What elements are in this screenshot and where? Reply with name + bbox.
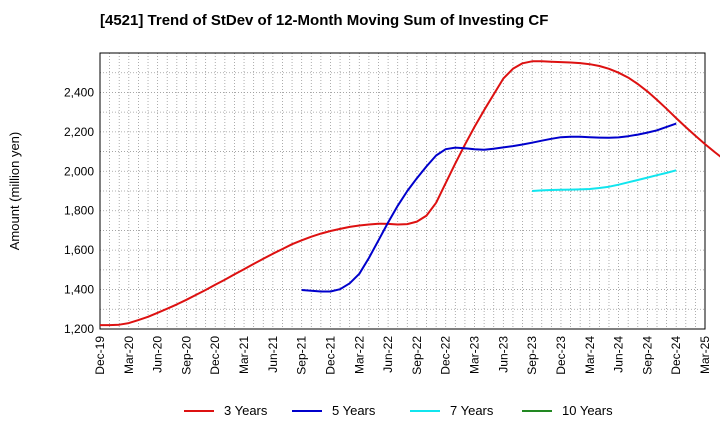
y-tick-label: 2,000	[64, 164, 94, 178]
y-tick-label: 1,600	[64, 243, 94, 257]
x-tick-label: Dec-24	[669, 336, 683, 375]
legend-label: 7 Years	[450, 403, 494, 418]
legend-label: 3 Years	[224, 403, 268, 418]
x-tick-label: Sep-23	[525, 336, 539, 375]
x-tick-label: Sep-22	[410, 336, 424, 375]
y-tick-label: 1,200	[64, 322, 94, 336]
y-tick-label: 1,800	[64, 204, 94, 218]
x-tick-label: Jun-23	[496, 336, 510, 373]
x-tick-label: Dec-19	[93, 336, 107, 375]
x-tick-label: Mar-21	[237, 336, 251, 374]
x-tick-label: Dec-23	[554, 336, 568, 375]
plot-border	[99, 52, 706, 330]
y-tick-label: 2,200	[64, 125, 94, 139]
series-line	[100, 60, 720, 327]
x-tick-label: Dec-22	[439, 336, 453, 375]
series-line	[301, 122, 677, 293]
x-tick-label: Mar-23	[468, 336, 482, 374]
x-tick-label: Jun-22	[381, 336, 395, 373]
y-tick-label: 1,400	[64, 283, 94, 297]
chart-title: [4521] Trend of StDev of 12-Month Moving…	[100, 12, 549, 29]
x-tick-label: Jun-20	[151, 336, 165, 373]
x-tick-label: Sep-20	[179, 336, 193, 375]
x-tick-label: Mar-25	[698, 336, 712, 374]
y-tick-label: 2,400	[64, 85, 94, 99]
x-tick-label: Dec-20	[208, 336, 222, 375]
x-tick-label: Mar-20	[122, 336, 136, 374]
legend-label: 5 Years	[332, 403, 376, 418]
x-tick-label: Jun-21	[266, 336, 280, 373]
y-axis-label: Amount (million yen)	[7, 132, 22, 251]
x-tick-label: Sep-21	[295, 336, 309, 375]
x-tick-label: Mar-22	[352, 336, 366, 374]
legend-label: 10 Years	[562, 403, 613, 418]
x-tick-label: Sep-24	[640, 336, 654, 375]
x-tick-label: Mar-24	[583, 336, 597, 374]
x-tick-label: Jun-24	[612, 336, 626, 373]
series-line	[532, 169, 677, 192]
x-tick-label: Dec-21	[323, 336, 337, 375]
